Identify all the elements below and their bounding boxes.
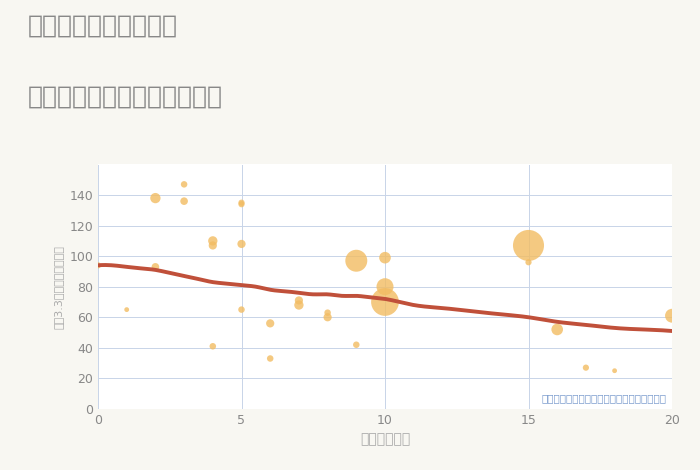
Point <box>178 197 190 205</box>
Point <box>150 194 161 202</box>
Point <box>236 199 247 206</box>
Point <box>207 343 218 350</box>
Point <box>379 254 391 261</box>
Point <box>293 301 304 309</box>
Point <box>580 364 592 371</box>
Point <box>523 242 534 249</box>
Point <box>150 263 161 271</box>
Text: 円の大きさは、取引のあった物件面積を示す: 円の大きさは、取引のあった物件面積を示す <box>541 393 666 403</box>
Point <box>666 312 678 320</box>
Text: 駅距離別中古マンション価格: 駅距離別中古マンション価格 <box>28 85 223 109</box>
Point <box>351 257 362 265</box>
Point <box>322 313 333 321</box>
Y-axis label: 坪（3.3㎡）単価（万円）: 坪（3.3㎡）単価（万円） <box>54 245 64 329</box>
Point <box>609 367 620 375</box>
Text: 奈良県奈良市中山町の: 奈良県奈良市中山町の <box>28 14 178 38</box>
Point <box>236 200 247 208</box>
Point <box>207 242 218 249</box>
Point <box>351 341 362 349</box>
Point <box>523 258 534 266</box>
Point <box>265 355 276 362</box>
Point <box>379 298 391 306</box>
Point <box>92 261 104 269</box>
Point <box>236 240 247 248</box>
Point <box>379 283 391 290</box>
Point <box>236 306 247 313</box>
Point <box>293 297 304 304</box>
X-axis label: 駅距離（分）: 駅距離（分） <box>360 432 410 446</box>
Point <box>322 309 333 316</box>
Point <box>121 306 132 313</box>
Point <box>552 326 563 333</box>
Point <box>265 320 276 327</box>
Point <box>178 180 190 188</box>
Point <box>207 237 218 244</box>
